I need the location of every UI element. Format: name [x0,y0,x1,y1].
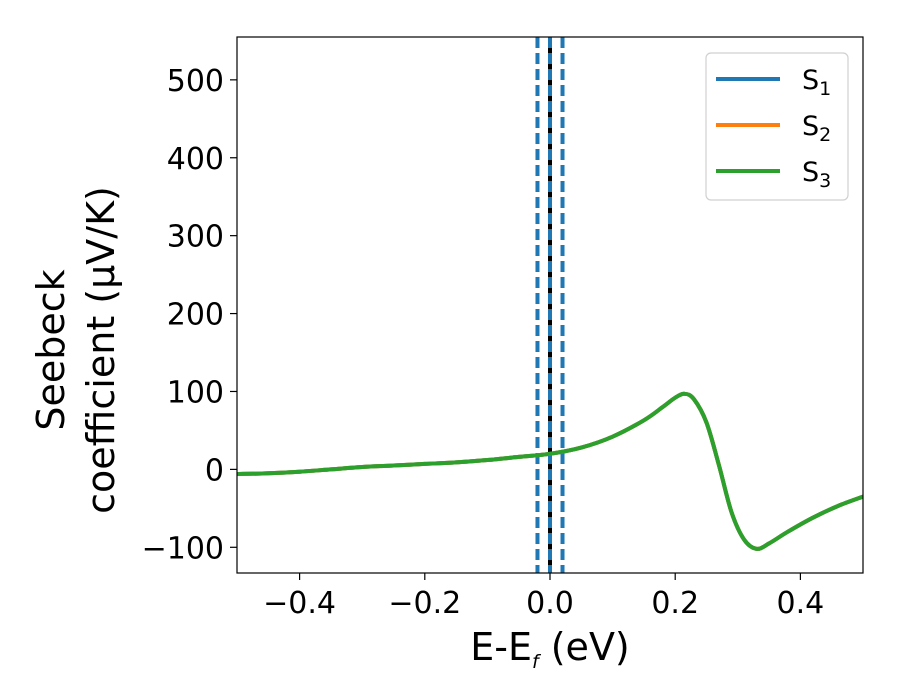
y-tick-label: 300 [167,220,224,255]
legend-label-s2: S2 [802,111,831,146]
vertical-markers [535,37,565,573]
legend: S1 S2 S3 [705,52,849,201]
x-axis-label-main: E-E [470,625,532,669]
y-tick-label: 500 [167,64,224,99]
x-axis-label: E-Ef (eV) [470,625,630,673]
x-axis-label-unit: (eV) [539,625,630,669]
y-axis-label-line2: coefficient (μV/K) [79,186,123,514]
y-tick-label: 400 [167,142,224,177]
y-axis-label: Seebeck coefficient (μV/K) [29,186,123,514]
x-tick-label: 0.0 [526,586,574,621]
series-line-s3 [237,391,863,551]
x-tick-label: −0.2 [388,586,461,621]
x-tick-label: −0.4 [263,586,336,621]
y-tick-label: 0 [205,453,224,488]
x-axis: −0.4 −0.2 0.0 0.2 0.4 [263,573,824,621]
x-tick-label: 0.4 [777,586,825,621]
y-tick-label: −100 [142,531,224,566]
y-axis: −100 0 100 200 300 400 500 [142,64,237,566]
y-tick-label: 200 [167,298,224,333]
x-axis-label-sub: f [532,651,542,673]
legend-label-s3: S3 [802,157,831,192]
legend-label-s1: S1 [802,65,831,100]
series-lines [237,391,863,551]
y-axis-label-line1: Seebeck [29,269,73,430]
y-tick-label: 100 [167,375,224,410]
x-tick-label: 0.2 [651,586,699,621]
